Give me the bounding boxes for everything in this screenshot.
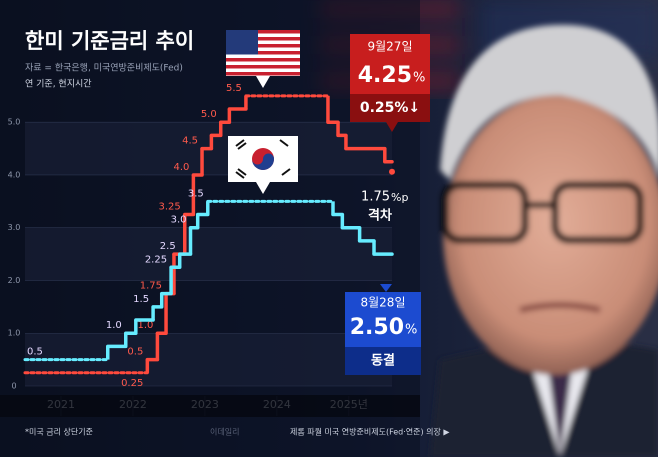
value-label: 4.5 — [182, 136, 198, 147]
subtitle: 연 기준, 현지시간 — [25, 79, 92, 90]
y-tick-label: 3.0 — [8, 223, 21, 232]
korea-status: 동결 — [371, 353, 395, 369]
us-date: 9월27일 — [368, 40, 413, 54]
y-tick-label: 5.0 — [8, 118, 21, 127]
us-box — [350, 34, 430, 132]
value-label: 5.5 — [226, 83, 242, 94]
value-label: 0.5 — [127, 347, 143, 358]
portrait — [430, 24, 658, 457]
value-label: 3.25 — [158, 202, 180, 213]
korea-box — [345, 284, 421, 375]
korea-rate-unit: % — [405, 323, 417, 338]
gap-value: 1.75 — [361, 190, 390, 205]
value-label: 2.5 — [160, 241, 176, 252]
watermark: 이데일리 — [210, 427, 239, 437]
note: *미국 금리 상단기준 — [25, 427, 93, 437]
value-label: 4.0 — [173, 162, 189, 173]
end-dot — [389, 168, 395, 175]
y-tick-label: 0 — [11, 382, 16, 391]
grid-band — [25, 227, 392, 281]
value-label: 0.25 — [121, 378, 143, 389]
value-label: 5.0 — [201, 109, 217, 120]
source: 자료 = 한국은행, 미국연방준비제도(Fed) — [25, 62, 183, 74]
value-label: 0.5 — [27, 347, 43, 358]
y-tick-label: 2.0 — [8, 276, 21, 285]
korea-rate: 2.50 — [350, 315, 404, 340]
chart-title: 한미 기준금리 추이 — [25, 29, 194, 53]
gap-label: 격차 — [368, 208, 392, 224]
us-rate: 4.25 — [358, 63, 412, 88]
value-label: 3.0 — [171, 215, 187, 226]
y-tick-label: 4.0 — [8, 170, 21, 179]
us-change: 0.25%↓ — [360, 100, 420, 116]
value-label: 1.5 — [133, 294, 149, 305]
x-axis-band — [0, 395, 420, 417]
gap-unit: %p — [391, 191, 408, 204]
value-label: 3.5 — [188, 188, 204, 199]
korea-date: 8월28일 — [361, 296, 406, 310]
korea-flag — [228, 136, 298, 194]
value-label: 1.75 — [140, 281, 162, 292]
credit: 제롬 파월 미국 연방준비제도(Fed·연준) 의장 ▶ — [290, 427, 450, 437]
value-label: 1.0 — [138, 320, 154, 331]
us-flag — [226, 30, 300, 88]
y-tick-label: 1.0 — [8, 329, 21, 338]
value-label: 2.25 — [145, 254, 167, 265]
us-rate-unit: % — [413, 71, 425, 86]
plot: 01.02.03.04.05.020212022202320242025년0.2… — [8, 83, 395, 416]
value-label: 1.0 — [106, 320, 122, 331]
